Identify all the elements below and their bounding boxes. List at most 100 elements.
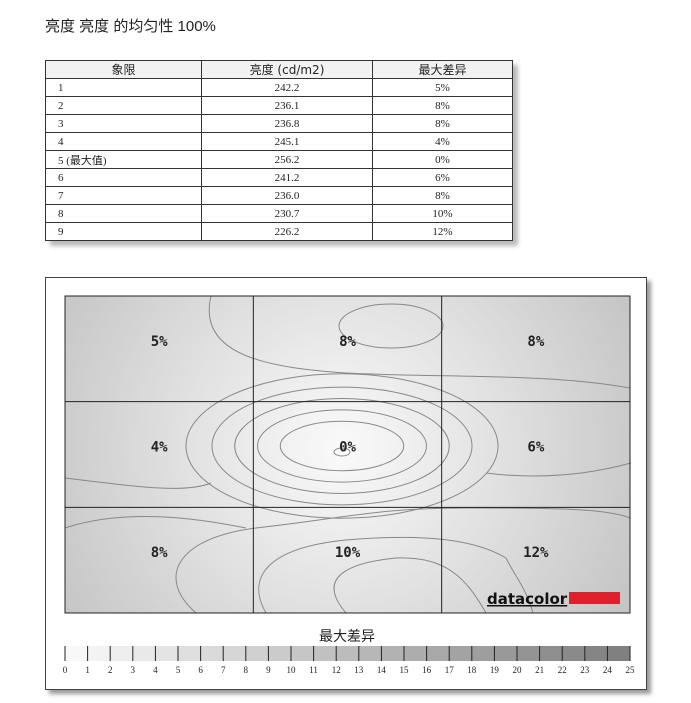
colorbar-tick-label: 5 bbox=[176, 665, 181, 675]
colorbar-tick-label: 13 bbox=[354, 665, 364, 675]
cell-label: 8% bbox=[151, 545, 168, 561]
table-row: 6 241.2 6% bbox=[45, 168, 513, 187]
cell-label: 12% bbox=[523, 545, 549, 561]
colorbar-segment bbox=[494, 646, 518, 661]
colorbar-tick-label: 18 bbox=[467, 665, 477, 675]
colorbar-tick-label: 25 bbox=[626, 665, 636, 675]
colorbar-segment bbox=[539, 646, 563, 661]
cell-label: 0% bbox=[339, 440, 356, 456]
contour-line bbox=[485, 462, 632, 477]
colorbar-segment bbox=[517, 646, 541, 661]
max-diff-cell: 6% bbox=[372, 168, 513, 187]
table-row: 4 245.1 4% bbox=[45, 132, 513, 151]
colorbar-tick-label: 7 bbox=[221, 665, 226, 675]
colorbar-tick-label: 21 bbox=[535, 665, 544, 675]
colorbar-tick-label: 10 bbox=[287, 665, 297, 675]
contour-line bbox=[64, 477, 212, 489]
table-row: 8 230.7 10% bbox=[45, 204, 513, 223]
uniformity-chart: 5% 8% 8% 4% 0% 6% 8% 10% 12% datacolor 最大差异 0 1 2 3 4 5 6… bbox=[45, 277, 647, 690]
colorbar-segment bbox=[178, 646, 202, 661]
colorbar-tick-label: 8 bbox=[244, 665, 249, 675]
table-row: 3 236.8 8% bbox=[45, 114, 513, 133]
colorbar-segment bbox=[336, 646, 360, 661]
quadrant-cell: 3 bbox=[45, 114, 202, 133]
luminance-cell: 236.0 bbox=[201, 186, 373, 205]
colorbar-segment bbox=[449, 646, 473, 661]
max-diff-cell: 4% bbox=[372, 132, 513, 151]
colorbar-segment bbox=[471, 646, 495, 661]
contour-line bbox=[258, 536, 534, 614]
colorbar-tick-label: 4 bbox=[153, 665, 158, 675]
colorbar-tick-label: 15 bbox=[400, 665, 410, 675]
cell-label: 8% bbox=[339, 334, 356, 350]
quadrant-cell: 6 bbox=[45, 168, 202, 187]
luminance-table: 象限 亮度 (cd/m2) 最大差异 1 242.2 5% 2 236.1 8% 3 236.… bbox=[45, 60, 513, 241]
max-diff-cell: 8% bbox=[372, 114, 513, 133]
table-row: 5 (最大值) 256.2 0% bbox=[45, 150, 513, 169]
table-row: 1 242.2 5% bbox=[45, 78, 513, 97]
colorbar-tick-label: 17 bbox=[445, 665, 455, 675]
contour-line bbox=[279, 420, 405, 472]
contour-line bbox=[234, 398, 450, 494]
colorbar-segment bbox=[381, 646, 405, 661]
colorbar-tick-label: 1 bbox=[85, 665, 90, 675]
contour-line bbox=[333, 557, 487, 614]
colorbar-tick-label: 19 bbox=[490, 665, 500, 675]
colorbar-tick-label: 23 bbox=[580, 665, 590, 675]
colorbar-segment bbox=[132, 646, 156, 661]
cell-label: 8% bbox=[527, 334, 544, 350]
colorbar-tick-label: 3 bbox=[131, 665, 136, 675]
luminance-cell: 245.1 bbox=[201, 132, 373, 151]
header-quadrant: 象限 bbox=[45, 60, 202, 79]
colorbar-tick-label: 16 bbox=[422, 665, 432, 675]
colorbar-segment bbox=[200, 646, 224, 661]
max-diff-cell: 10% bbox=[372, 204, 513, 223]
colorbar-segment bbox=[155, 646, 179, 661]
quadrant-cell: 1 bbox=[45, 78, 202, 97]
quadrant-cell: 2 bbox=[45, 96, 202, 115]
colorbar-segment bbox=[268, 646, 292, 661]
contour-line bbox=[208, 295, 631, 389]
cell-label: 10% bbox=[335, 545, 361, 561]
cell-label: 5% bbox=[151, 334, 168, 350]
table-row: 7 236.0 8% bbox=[45, 186, 513, 205]
colorbar-tick-label: 2 bbox=[108, 665, 113, 675]
luminance-cell: 226.2 bbox=[201, 222, 373, 241]
colorbar-segment bbox=[358, 646, 382, 661]
quadrant-cell: 9 bbox=[45, 222, 202, 241]
contour-line bbox=[185, 373, 499, 519]
cell-label: 4% bbox=[151, 440, 168, 456]
cell-label: 6% bbox=[527, 440, 544, 456]
colorbar-tick-label: 24 bbox=[603, 665, 613, 675]
colorbar-segment bbox=[65, 646, 89, 661]
table-row: 9 226.2 12% bbox=[45, 222, 513, 241]
quadrant-cell: 5 (最大值) bbox=[45, 150, 202, 169]
datacolor-logo: datacolor bbox=[487, 590, 568, 608]
colorbar-segment bbox=[245, 646, 269, 661]
colorbar-tick-label: 12 bbox=[332, 665, 341, 675]
colorbar-tick-label: 14 bbox=[377, 665, 387, 675]
luminance-cell: 236.8 bbox=[201, 114, 373, 133]
colorbar-tick-label: 6 bbox=[198, 665, 203, 675]
colorbar-title: 最大差异 bbox=[319, 628, 375, 644]
colorbar-segment bbox=[404, 646, 428, 661]
contour-line bbox=[333, 447, 351, 457]
logo-red-bar bbox=[569, 592, 620, 604]
colorbar-tick-label: 0 bbox=[63, 665, 68, 675]
plot-border bbox=[64, 295, 631, 614]
quadrant-cell: 4 bbox=[45, 132, 202, 151]
quadrant-cell: 8 bbox=[45, 204, 202, 223]
colorbar-segment bbox=[110, 646, 134, 661]
header-luminance: 亮度 (cd/m2) bbox=[201, 60, 373, 79]
luminance-cell: 230.7 bbox=[201, 204, 373, 223]
luminance-cell: 242.2 bbox=[201, 78, 373, 97]
table-header-row: 象限 亮度 (cd/m2) 最大差异 bbox=[45, 60, 513, 79]
page-title: 亮度 亮度 的均匀性 100% bbox=[45, 18, 216, 35]
colorbar-tick-label: 9 bbox=[266, 665, 271, 675]
max-diff-cell: 8% bbox=[372, 96, 513, 115]
luminance-cell: 256.2 bbox=[201, 150, 373, 169]
colorbar-segment bbox=[313, 646, 337, 661]
colorbar-tick-label: 20 bbox=[513, 665, 523, 675]
contour-line bbox=[338, 303, 444, 349]
